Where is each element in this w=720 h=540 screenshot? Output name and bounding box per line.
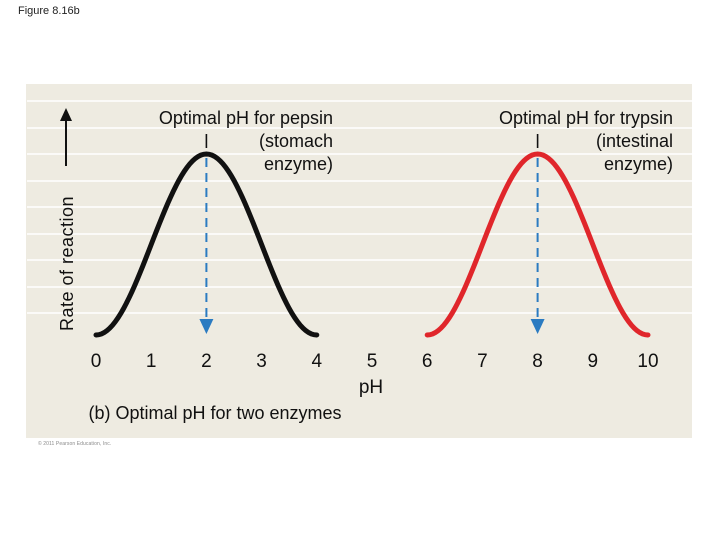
x-tick-label: 3 [256, 351, 267, 372]
trypsin-optimum-arrowhead-icon [530, 319, 545, 334]
x-axis-label: pH [359, 377, 383, 398]
figure-label: Figure 8.16b [18, 5, 80, 17]
x-tick-label: 8 [532, 351, 543, 372]
pepsin-curve [93, 151, 320, 338]
pepsin-annotation-line-2: (stomach [259, 131, 333, 151]
trypsin-annotation-line-1: Optimal pH for trypsin [499, 108, 673, 128]
y-axis-label: Rate of reaction [57, 196, 77, 331]
optimum-markers [199, 158, 545, 334]
pepsin-optimum-arrowhead-icon [199, 319, 214, 334]
gridlines [27, 100, 692, 314]
trypsin-annotation-line-3: enzyme) [604, 154, 673, 174]
y-axis-arrow-icon [60, 108, 72, 166]
x-tick-label: 5 [367, 351, 378, 372]
figure-caption: (b) Optimal pH for two enzymes [88, 403, 341, 423]
trypsin-annotation-line-2: (intestinal [596, 131, 673, 151]
x-tick-label: 10 [637, 351, 658, 372]
x-tick-label: 9 [588, 351, 599, 372]
trypsin-curve [424, 151, 651, 338]
x-tick-labels: 0 1 2 3 4 5 6 7 8 9 10 [91, 351, 659, 372]
x-tick-label: 1 [146, 351, 157, 372]
x-tick-label: 4 [312, 351, 323, 372]
chart-panel [26, 84, 692, 438]
x-tick-label: 7 [477, 351, 488, 372]
copyright-notice: © 2011 Pearson Education, Inc. [38, 441, 112, 447]
pepsin-annotation-line-1: Optimal pH for pepsin [159, 108, 333, 128]
pepsin-annotation-line-3: enzyme) [264, 154, 333, 174]
x-tick-label: 6 [422, 351, 433, 372]
x-tick-label: 0 [91, 351, 102, 372]
curves [93, 134, 651, 338]
x-tick-label: 2 [201, 351, 212, 372]
